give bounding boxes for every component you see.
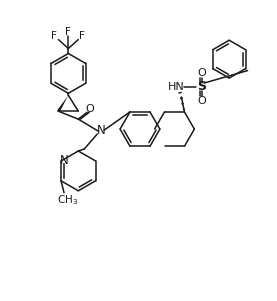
Text: HN: HN [168,82,185,92]
Text: F: F [52,31,57,41]
Polygon shape [57,95,68,112]
Text: O: O [86,104,95,114]
Text: F: F [65,26,71,37]
Text: S: S [197,80,206,94]
Text: F: F [79,31,85,41]
Text: O: O [197,68,206,78]
Text: N: N [60,154,68,167]
Text: N: N [97,124,106,137]
Text: O: O [197,96,206,106]
Text: CH$_3$: CH$_3$ [57,193,79,207]
